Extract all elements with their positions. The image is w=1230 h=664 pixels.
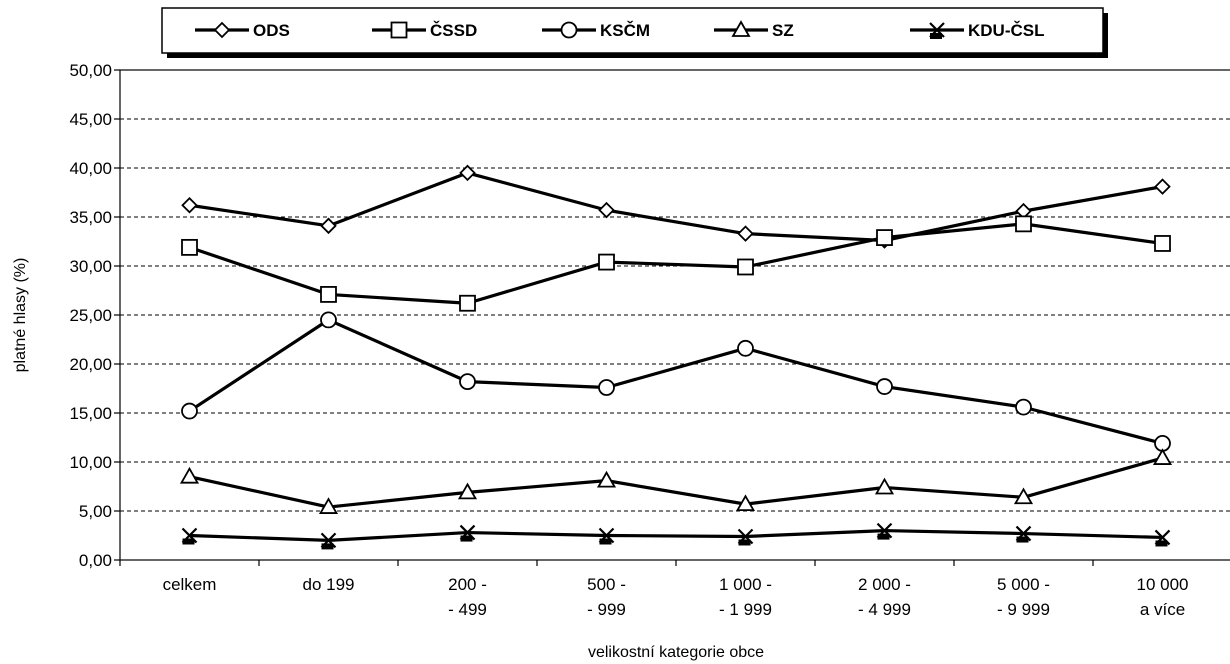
x-tick-label: a více	[1140, 600, 1185, 619]
data-point	[1154, 529, 1171, 547]
data-point	[737, 258, 754, 276]
series-line	[189, 528, 1163, 543]
data-point	[320, 311, 337, 329]
data-point	[737, 339, 754, 357]
y-tick-label: 10,00	[69, 453, 112, 472]
legend-marker	[731, 20, 751, 37]
series-sz	[179, 448, 1173, 514]
data-point	[1154, 178, 1171, 195]
series-ods	[181, 164, 1171, 249]
series-kdu-sl	[181, 522, 1171, 550]
series-line	[188, 222, 1163, 305]
x-tick-label: - 1 999	[719, 600, 772, 619]
legend-marker	[213, 21, 231, 39]
data-point	[876, 378, 893, 395]
data-point	[1154, 235, 1171, 252]
legend-entry: KSČM	[542, 21, 650, 40]
y-axis-title: platné hlasy (%)	[12, 258, 29, 373]
data-point	[459, 373, 476, 391]
x-axis-title: velikostní kategorie obce	[588, 644, 764, 661]
data-point	[1013, 487, 1034, 505]
legend-label: ODS	[253, 21, 290, 40]
legend-label: ČSSD	[430, 21, 477, 40]
x-tick-label: - 9 999	[997, 600, 1050, 619]
y-tick-label: 50,00	[69, 61, 112, 80]
data-point	[596, 470, 617, 488]
data-point	[179, 466, 200, 484]
y-axis: 0,00 5,00 10,00 15,00 20,00 25,00 30,00 35,00 40…	[69, 61, 120, 570]
x-tick-label: 1 000 -	[719, 575, 772, 594]
y-tick-label: 30,00	[69, 257, 112, 276]
series--ssd	[181, 215, 1171, 312]
legend-label: KSČM	[600, 21, 650, 40]
series-line	[189, 171, 1163, 243]
data-point	[1015, 398, 1032, 416]
y-tick-label: 20,00	[69, 355, 112, 374]
x-tick-label: celkem	[163, 575, 217, 594]
data-point	[737, 528, 754, 546]
x-axis: celkem do 199 200 - - 499 500 - - 999 1 000 - -…	[119, 560, 1189, 619]
data-point	[320, 286, 337, 303]
data-point	[598, 253, 615, 271]
data-point	[598, 527, 615, 545]
series-line	[188, 318, 1163, 445]
data-point	[598, 201, 615, 219]
x-tick-label: 2 000 -	[858, 575, 911, 594]
data-point	[1015, 215, 1032, 233]
data-point	[735, 494, 756, 512]
x-tick-label: - 499	[448, 600, 487, 619]
legend-marker	[390, 21, 408, 39]
data-point	[459, 164, 476, 182]
data-point	[598, 379, 615, 396]
legend: ODS ČSSD KSČM SZ KDU-ČSL	[161, 7, 1108, 58]
data-point	[181, 527, 198, 545]
data-point	[181, 238, 198, 256]
y-tick-label: 35,00	[69, 208, 112, 227]
series-ks-m	[181, 311, 1171, 452]
legend-label: KDU-ČSL	[968, 21, 1045, 40]
x-tick-label: 10 000	[1137, 575, 1189, 594]
data-point	[874, 477, 895, 495]
y-tick-label: 25,00	[69, 306, 112, 325]
data-point	[737, 225, 754, 242]
legend-label: SZ	[772, 21, 794, 40]
data-point	[181, 402, 198, 420]
y-tick-label: 0,00	[79, 551, 112, 570]
series-line	[189, 456, 1163, 509]
y-tick-label: 40,00	[69, 159, 112, 178]
data-point	[876, 229, 893, 246]
legend-entry: ODS	[195, 21, 290, 40]
legend-entry: ČSSD	[372, 21, 477, 40]
legend-entry: SZ	[714, 20, 794, 40]
data-point	[181, 196, 198, 214]
x-tick-label: 200 -	[448, 575, 487, 594]
data-point	[320, 217, 337, 235]
legend-marker	[929, 22, 945, 39]
x-tick-label: 5 000 -	[997, 575, 1050, 594]
x-tick-label: do 199	[303, 575, 355, 594]
x-tick-label: 500 -	[587, 575, 626, 594]
data-point	[1152, 448, 1173, 465]
legend-marker	[560, 21, 578, 39]
data-point	[459, 524, 476, 542]
y-tick-label: 45,00	[69, 110, 112, 129]
y-tick-label: 15,00	[69, 404, 112, 423]
data-point	[876, 522, 893, 540]
data-point	[457, 482, 478, 500]
data-point	[1015, 525, 1032, 543]
y-tick-label: 5,00	[79, 502, 112, 521]
x-tick-label: - 4 999	[858, 600, 911, 619]
legend-entry: KDU-ČSL	[910, 21, 1045, 40]
gridlines	[120, 118, 1230, 512]
data-point	[318, 497, 339, 514]
data-point	[459, 294, 476, 312]
data-point	[320, 532, 337, 550]
x-tick-label: - 999	[587, 600, 626, 619]
